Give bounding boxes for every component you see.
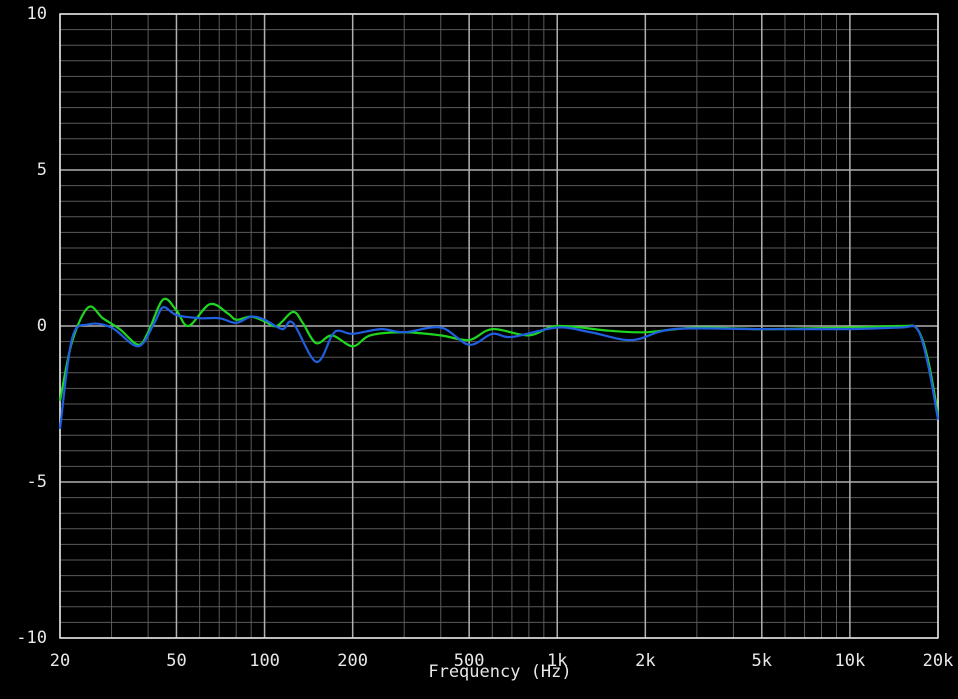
x-axis-label: Frequency (Hz) [428, 662, 571, 682]
y-tick-label: -5 [27, 472, 47, 492]
x-tick-label: 200 [337, 651, 368, 671]
x-tick-label: 20 [50, 651, 70, 671]
grid [59, 13, 939, 639]
x-tick-label: 100 [249, 651, 280, 671]
x-tick-label: 2k [635, 651, 655, 671]
x-tick-label: 20k [923, 651, 954, 671]
x-tick-label: 1k [547, 651, 567, 671]
y-tick-label: 5 [37, 160, 47, 180]
y-tick-label: 10 [27, 4, 47, 24]
response-line [58, 306, 940, 430]
x-tick-label: 500 [454, 651, 485, 671]
plot-border [59, 13, 939, 639]
x-tick-label: 10k [835, 651, 866, 671]
y-tick-label: 0 [37, 316, 47, 336]
x-tick-label: 50 [166, 651, 186, 671]
y-tick-label: -10 [16, 628, 47, 648]
x-tick-label: 5k [752, 651, 772, 671]
